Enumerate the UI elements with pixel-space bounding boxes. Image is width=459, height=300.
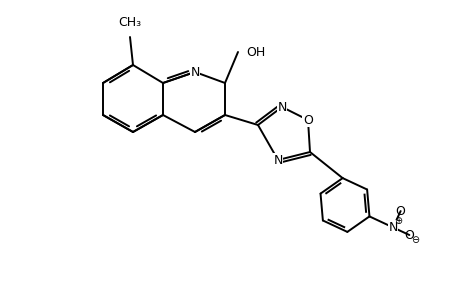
Text: O: O: [403, 229, 414, 242]
Text: O: O: [395, 205, 405, 218]
Text: ⊖: ⊖: [410, 235, 419, 245]
Text: N: N: [277, 100, 286, 113]
Text: N: N: [273, 154, 282, 166]
Text: CH₃: CH₃: [118, 16, 141, 29]
Text: O: O: [302, 113, 312, 127]
Text: OH: OH: [246, 46, 265, 59]
Text: N: N: [387, 221, 397, 234]
Text: ⊕: ⊕: [393, 216, 401, 226]
Text: N: N: [190, 65, 199, 79]
